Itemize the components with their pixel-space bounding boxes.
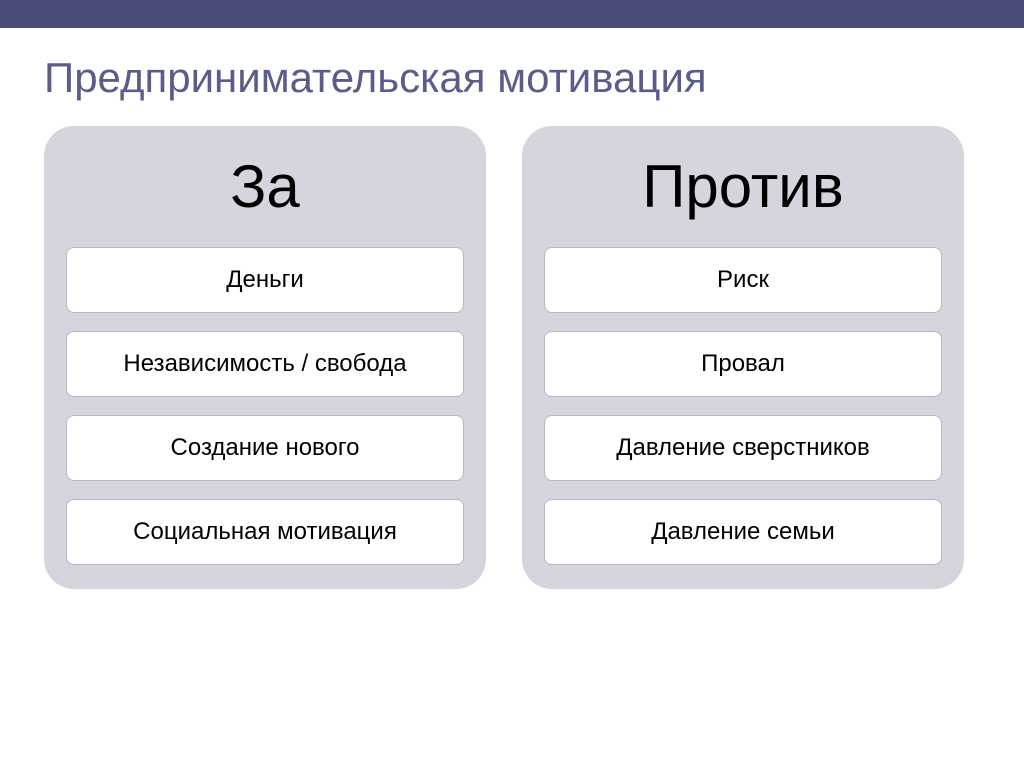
top-bar [0,0,1024,28]
cons-panel: Против Риск Провал Давление сверстников … [522,126,964,589]
pros-heading: За [66,152,464,221]
cons-list: Риск Провал Давление сверстников Давлени… [544,247,942,565]
list-item: Социальная мотивация [66,499,464,565]
list-item: Провал [544,331,942,397]
content-area: Предпринимательская мотивация За Деньги … [0,28,1024,589]
list-item: Деньги [66,247,464,313]
cons-heading: Против [544,152,942,221]
list-item: Независимость / свобода [66,331,464,397]
page-title: Предпринимательская мотивация [44,54,980,102]
pros-list: Деньги Независимость / свобода Создание … [66,247,464,565]
list-item: Создание нового [66,415,464,481]
list-item: Давление семьи [544,499,942,565]
pros-panel: За Деньги Независимость / свобода Создан… [44,126,486,589]
list-item: Риск [544,247,942,313]
columns-container: За Деньги Независимость / свобода Создан… [44,126,980,589]
list-item: Давление сверстников [544,415,942,481]
